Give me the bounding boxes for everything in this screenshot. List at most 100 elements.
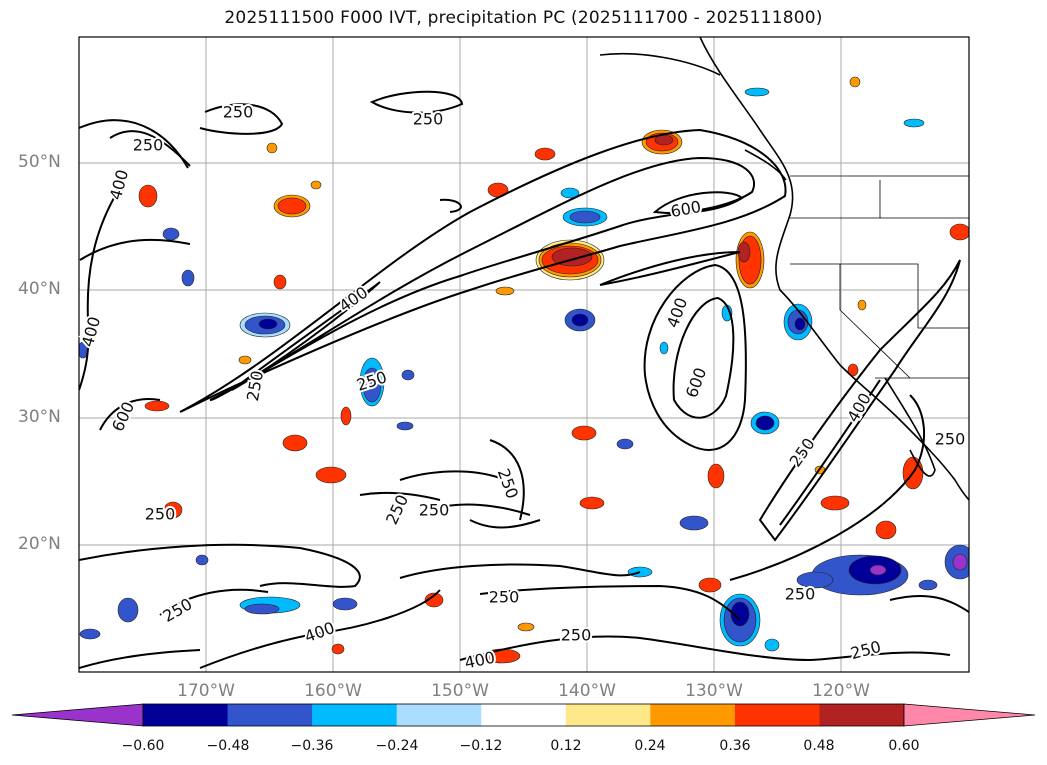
precip-blob — [331, 643, 345, 655]
contour-line — [599, 251, 741, 286]
colorbar-tick: 0.48 — [803, 738, 835, 754]
contour-line — [99, 398, 161, 431]
precip-blob — [569, 210, 601, 224]
contour-line — [429, 503, 531, 516]
map-frame — [78, 36, 970, 673]
lat-label-20n: 20°N — [18, 534, 61, 554]
precip-blob — [849, 76, 861, 88]
colorbar-bin — [227, 704, 313, 726]
contour-label: 250 — [354, 367, 389, 395]
precip-blob — [244, 603, 280, 615]
contour-label: 250 — [849, 637, 883, 663]
colorbar-tick: 0.60 — [888, 738, 920, 754]
contour-label: 250 — [243, 369, 267, 402]
precip-blob — [949, 223, 969, 241]
contour-line — [758, 259, 961, 542]
precip-blob — [396, 421, 414, 431]
precip-blob — [820, 495, 850, 511]
coastline-north-america — [699, 37, 969, 501]
colorbar-tick: −0.24 — [375, 738, 419, 754]
contour-line — [489, 439, 525, 521]
precip-blob — [266, 142, 278, 154]
colorbar-tick: 0.12 — [550, 738, 582, 754]
precip-blob — [579, 496, 605, 510]
precip-blob — [282, 434, 308, 452]
contour-label: 600 — [669, 197, 702, 221]
precip-blob — [857, 299, 867, 311]
precip-blob — [796, 571, 834, 589]
contour-label: 250 — [223, 103, 254, 122]
contour-line — [209, 156, 755, 401]
lon-label-170w: 170°W — [177, 681, 235, 701]
precip-blob — [875, 520, 897, 540]
precip-blob — [659, 341, 669, 355]
precip-blob — [918, 579, 938, 591]
border-state — [790, 263, 969, 329]
precip-blob — [117, 597, 139, 623]
contour-line — [79, 195, 116, 391]
colorbar-tick: 0.24 — [634, 738, 666, 754]
contour-label-halo: 250 — [935, 430, 966, 449]
colorbar-bins — [142, 703, 905, 727]
contour-label: 600 — [682, 365, 710, 400]
precip-blob — [340, 406, 352, 426]
lon-label-150w: 150°W — [431, 681, 489, 701]
contour-label-halo: 250 — [413, 110, 444, 129]
colorbar-tick: −0.60 — [121, 738, 165, 754]
contour-line — [459, 635, 951, 662]
contour-line — [889, 594, 969, 613]
contour-line — [779, 379, 881, 526]
precip-negative-blobs — [79, 87, 969, 652]
colorbar-tick: −0.12 — [459, 738, 503, 754]
map-title: 2025111500 F000 IVT, precipitation PC (2… — [224, 8, 823, 28]
colorbar-bin — [650, 704, 736, 726]
precip-blob — [273, 274, 287, 290]
contour-line — [652, 191, 744, 215]
precip-blob — [730, 601, 750, 627]
contour-line — [231, 281, 381, 391]
precip-blob — [332, 597, 358, 611]
precip-blob — [679, 515, 709, 531]
precip-blob — [707, 463, 725, 489]
contour-label: 250 — [382, 492, 412, 528]
precip-blob — [764, 638, 780, 652]
precip-blob — [424, 592, 444, 608]
precip-blob — [138, 184, 158, 208]
colorbar-bin — [481, 704, 567, 726]
precip-blob — [181, 269, 195, 287]
precip-blob — [755, 415, 775, 431]
contour-label-halo: 250 — [223, 103, 254, 122]
contour-line — [369, 90, 464, 114]
precip-blob — [571, 425, 597, 441]
precip-blob — [517, 622, 535, 632]
precip-blob — [238, 355, 252, 365]
colorbar-extend-min — [11, 703, 144, 727]
contour-label-halo: 250 — [145, 505, 176, 524]
precip-blob — [847, 363, 859, 377]
contour-label: 400 — [463, 648, 497, 673]
precip-blob — [571, 313, 589, 327]
precip-blob — [698, 577, 722, 593]
contour-label: 250 — [419, 501, 450, 520]
contour-line — [729, 394, 926, 581]
contour-label: 250 — [133, 136, 164, 155]
contour-line — [479, 584, 741, 621]
contour-line — [79, 238, 191, 261]
political-borders — [790, 175, 969, 379]
contour-label: 250 — [935, 430, 966, 449]
colorbar-bin — [396, 704, 482, 726]
precip-blob — [362, 367, 382, 403]
precip-blob — [560, 187, 580, 199]
coastline-baja — [884, 377, 936, 477]
colorbar-bin — [734, 704, 820, 726]
contour-label: 250 — [561, 626, 592, 645]
lon-label-120w: 120°W — [812, 681, 870, 701]
contour-line — [79, 649, 201, 669]
contour-line — [159, 588, 269, 616]
colorbar-bin — [312, 704, 398, 726]
contour-line — [79, 543, 361, 588]
precip-blob — [258, 318, 278, 330]
precip-blob — [903, 118, 925, 128]
colorbar — [11, 703, 1036, 727]
contour-label: 400 — [78, 315, 104, 349]
